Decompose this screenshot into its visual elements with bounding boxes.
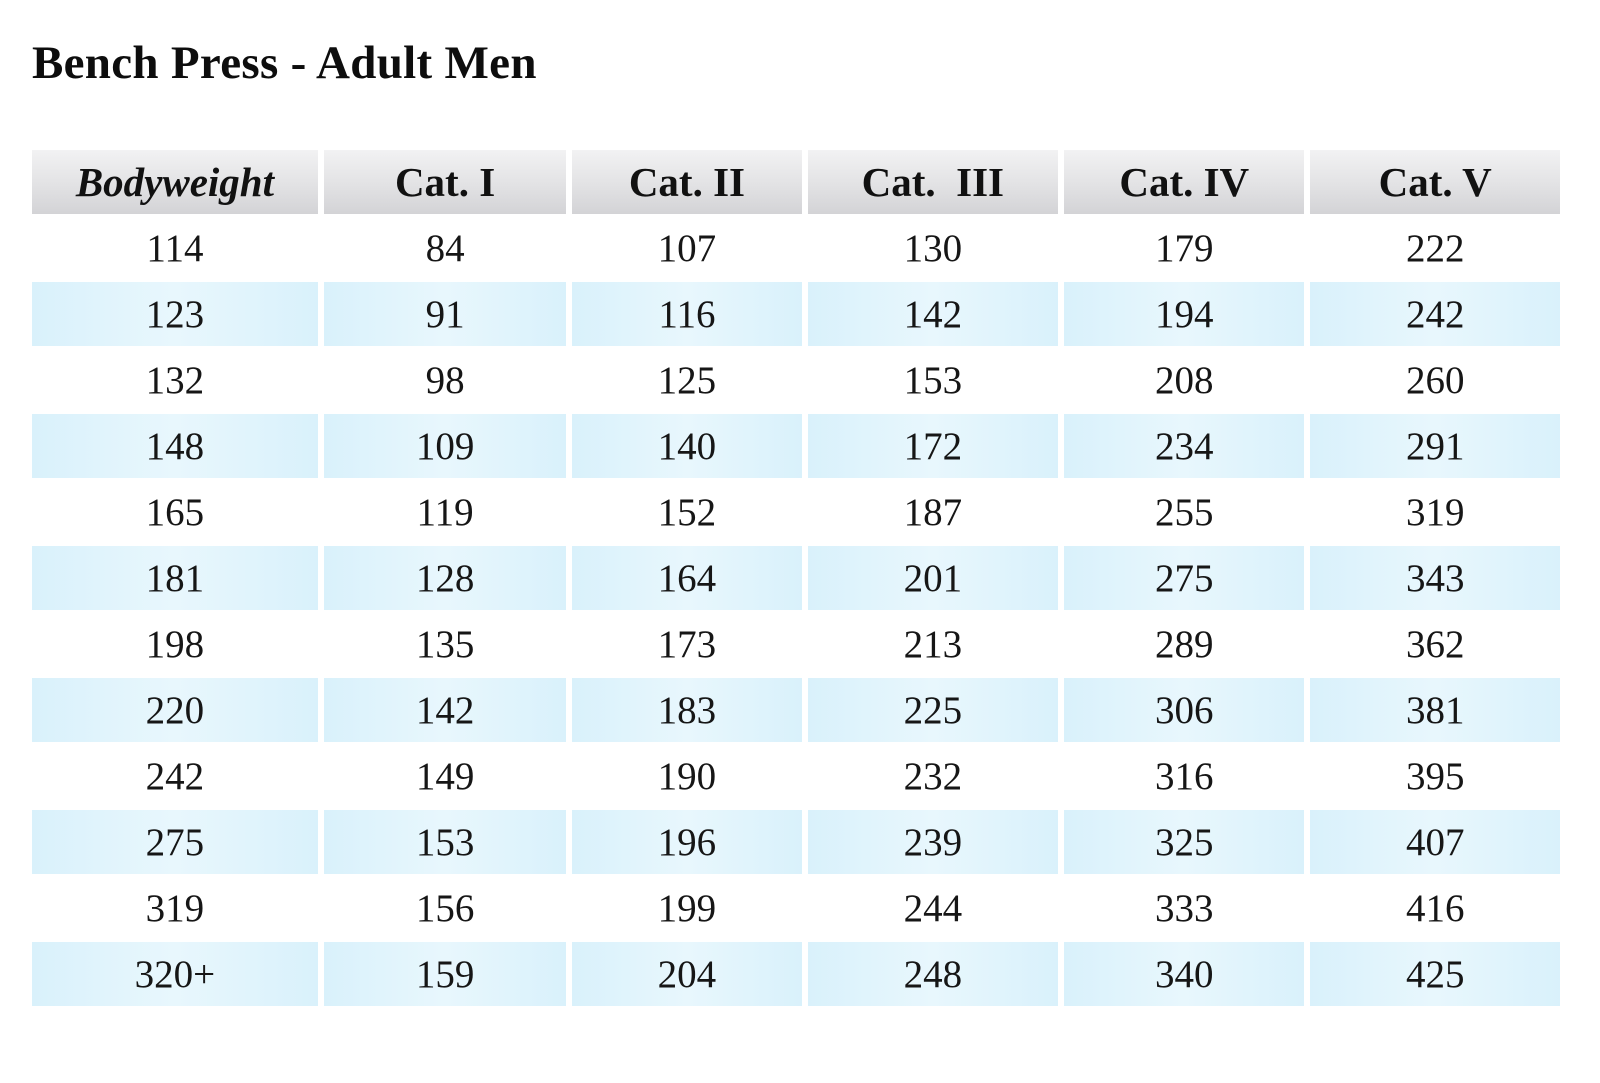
table-row: 123 91 116 142 194 242	[32, 282, 1560, 346]
cell-cat-3: 244	[807, 874, 1059, 942]
table-row: 114 84 107 130 179 222	[32, 214, 1560, 282]
cell-cat-2: 199	[572, 874, 802, 942]
table-row: 242 149 190 232 316 395	[32, 742, 1560, 810]
cell-cat-1: 142	[323, 678, 567, 742]
table-row: 220 142 183 225 306 381	[32, 678, 1560, 742]
cell-cat-4: 325	[1064, 810, 1305, 874]
cell-cat-5: 381	[1310, 678, 1560, 742]
cell-cat-3: 172	[807, 414, 1059, 478]
cell-bodyweight: 123	[32, 282, 318, 346]
cell-cat-1: 135	[323, 610, 567, 678]
cell-cat-2: 164	[572, 546, 802, 610]
cell-cat-3: 213	[807, 610, 1059, 678]
cell-cat-4: 179	[1064, 214, 1305, 282]
cell-bodyweight: 165	[32, 478, 318, 546]
table-row: 275 153 196 239 325 407	[32, 810, 1560, 874]
cell-cat-5: 291	[1310, 414, 1560, 478]
cell-bodyweight: 319	[32, 874, 318, 942]
header-cat-2: Cat. II	[572, 150, 802, 214]
cell-bodyweight: 114	[32, 214, 318, 282]
table-row: 148 109 140 172 234 291	[32, 414, 1560, 478]
header-cat-4: Cat. IV	[1064, 150, 1305, 214]
cell-cat-4: 316	[1064, 742, 1305, 810]
cell-cat-4: 333	[1064, 874, 1305, 942]
cell-bodyweight: 320+	[32, 942, 318, 1006]
table-row: 132 98 125 153 208 260	[32, 346, 1560, 414]
cell-cat-2: 125	[572, 346, 802, 414]
cell-cat-5: 416	[1310, 874, 1560, 942]
cell-cat-4: 306	[1064, 678, 1305, 742]
cell-cat-5: 319	[1310, 478, 1560, 546]
cell-bodyweight: 275	[32, 810, 318, 874]
cell-cat-4: 194	[1064, 282, 1305, 346]
cell-bodyweight: 148	[32, 414, 318, 478]
cell-cat-5: 407	[1310, 810, 1560, 874]
cell-cat-2: 183	[572, 678, 802, 742]
cell-cat-1: 149	[323, 742, 567, 810]
header-cat-3: Cat. III	[807, 150, 1059, 214]
cell-cat-3: 187	[807, 478, 1059, 546]
header-cat-1: Cat. I	[323, 150, 567, 214]
cell-cat-1: 98	[323, 346, 567, 414]
cell-cat-5: 395	[1310, 742, 1560, 810]
table-row: 165 119 152 187 255 319	[32, 478, 1560, 546]
cell-cat-3: 225	[807, 678, 1059, 742]
cell-cat-4: 275	[1064, 546, 1305, 610]
cell-cat-5: 362	[1310, 610, 1560, 678]
cell-cat-1: 128	[323, 546, 567, 610]
cell-cat-2: 196	[572, 810, 802, 874]
cell-cat-3: 153	[807, 346, 1059, 414]
cell-cat-5: 222	[1310, 214, 1560, 282]
cell-cat-2: 190	[572, 742, 802, 810]
cell-bodyweight: 181	[32, 546, 318, 610]
cell-cat-3: 130	[807, 214, 1059, 282]
table-body: 114 84 107 130 179 222 123 91 116 142 194 242 132 98 1…	[32, 214, 1560, 1006]
cell-cat-2: 116	[572, 282, 802, 346]
cell-cat-2: 140	[572, 414, 802, 478]
cell-cat-2: 107	[572, 214, 802, 282]
cell-cat-1: 153	[323, 810, 567, 874]
header-cat-5: Cat. V	[1310, 150, 1560, 214]
cell-cat-4: 234	[1064, 414, 1305, 478]
cell-cat-1: 159	[323, 942, 567, 1006]
header-bodyweight: Bodyweight	[32, 150, 318, 214]
strength-standards-table: Bodyweight Cat. I Cat. II Cat. III Cat. …	[26, 150, 1566, 1006]
cell-cat-2: 173	[572, 610, 802, 678]
cell-cat-5: 425	[1310, 942, 1560, 1006]
cell-cat-3: 232	[807, 742, 1059, 810]
table-row: 181 128 164 201 275 343	[32, 546, 1560, 610]
cell-cat-2: 152	[572, 478, 802, 546]
cell-cat-4: 289	[1064, 610, 1305, 678]
cell-cat-5: 242	[1310, 282, 1560, 346]
cell-cat-1: 156	[323, 874, 567, 942]
table-row: 320+ 159 204 248 340 425	[32, 942, 1560, 1006]
cell-cat-1: 91	[323, 282, 567, 346]
cell-cat-3: 248	[807, 942, 1059, 1006]
cell-cat-1: 84	[323, 214, 567, 282]
cell-cat-4: 255	[1064, 478, 1305, 546]
cell-bodyweight: 242	[32, 742, 318, 810]
cell-cat-5: 343	[1310, 546, 1560, 610]
cell-bodyweight: 198	[32, 610, 318, 678]
cell-cat-2: 204	[572, 942, 802, 1006]
cell-cat-5: 260	[1310, 346, 1560, 414]
cell-cat-4: 340	[1064, 942, 1305, 1006]
cell-cat-4: 208	[1064, 346, 1305, 414]
cell-cat-3: 239	[807, 810, 1059, 874]
table-row: 319 156 199 244 333 416	[32, 874, 1560, 942]
cell-bodyweight: 132	[32, 346, 318, 414]
cell-bodyweight: 220	[32, 678, 318, 742]
cell-cat-1: 119	[323, 478, 567, 546]
table-header-row: Bodyweight Cat. I Cat. II Cat. III Cat. …	[32, 150, 1560, 214]
cell-cat-3: 201	[807, 546, 1059, 610]
table-row: 198 135 173 213 289 362	[32, 610, 1560, 678]
page-title: Bench Press - Adult Men	[32, 37, 537, 89]
cell-cat-1: 109	[323, 414, 567, 478]
cell-cat-3: 142	[807, 282, 1059, 346]
